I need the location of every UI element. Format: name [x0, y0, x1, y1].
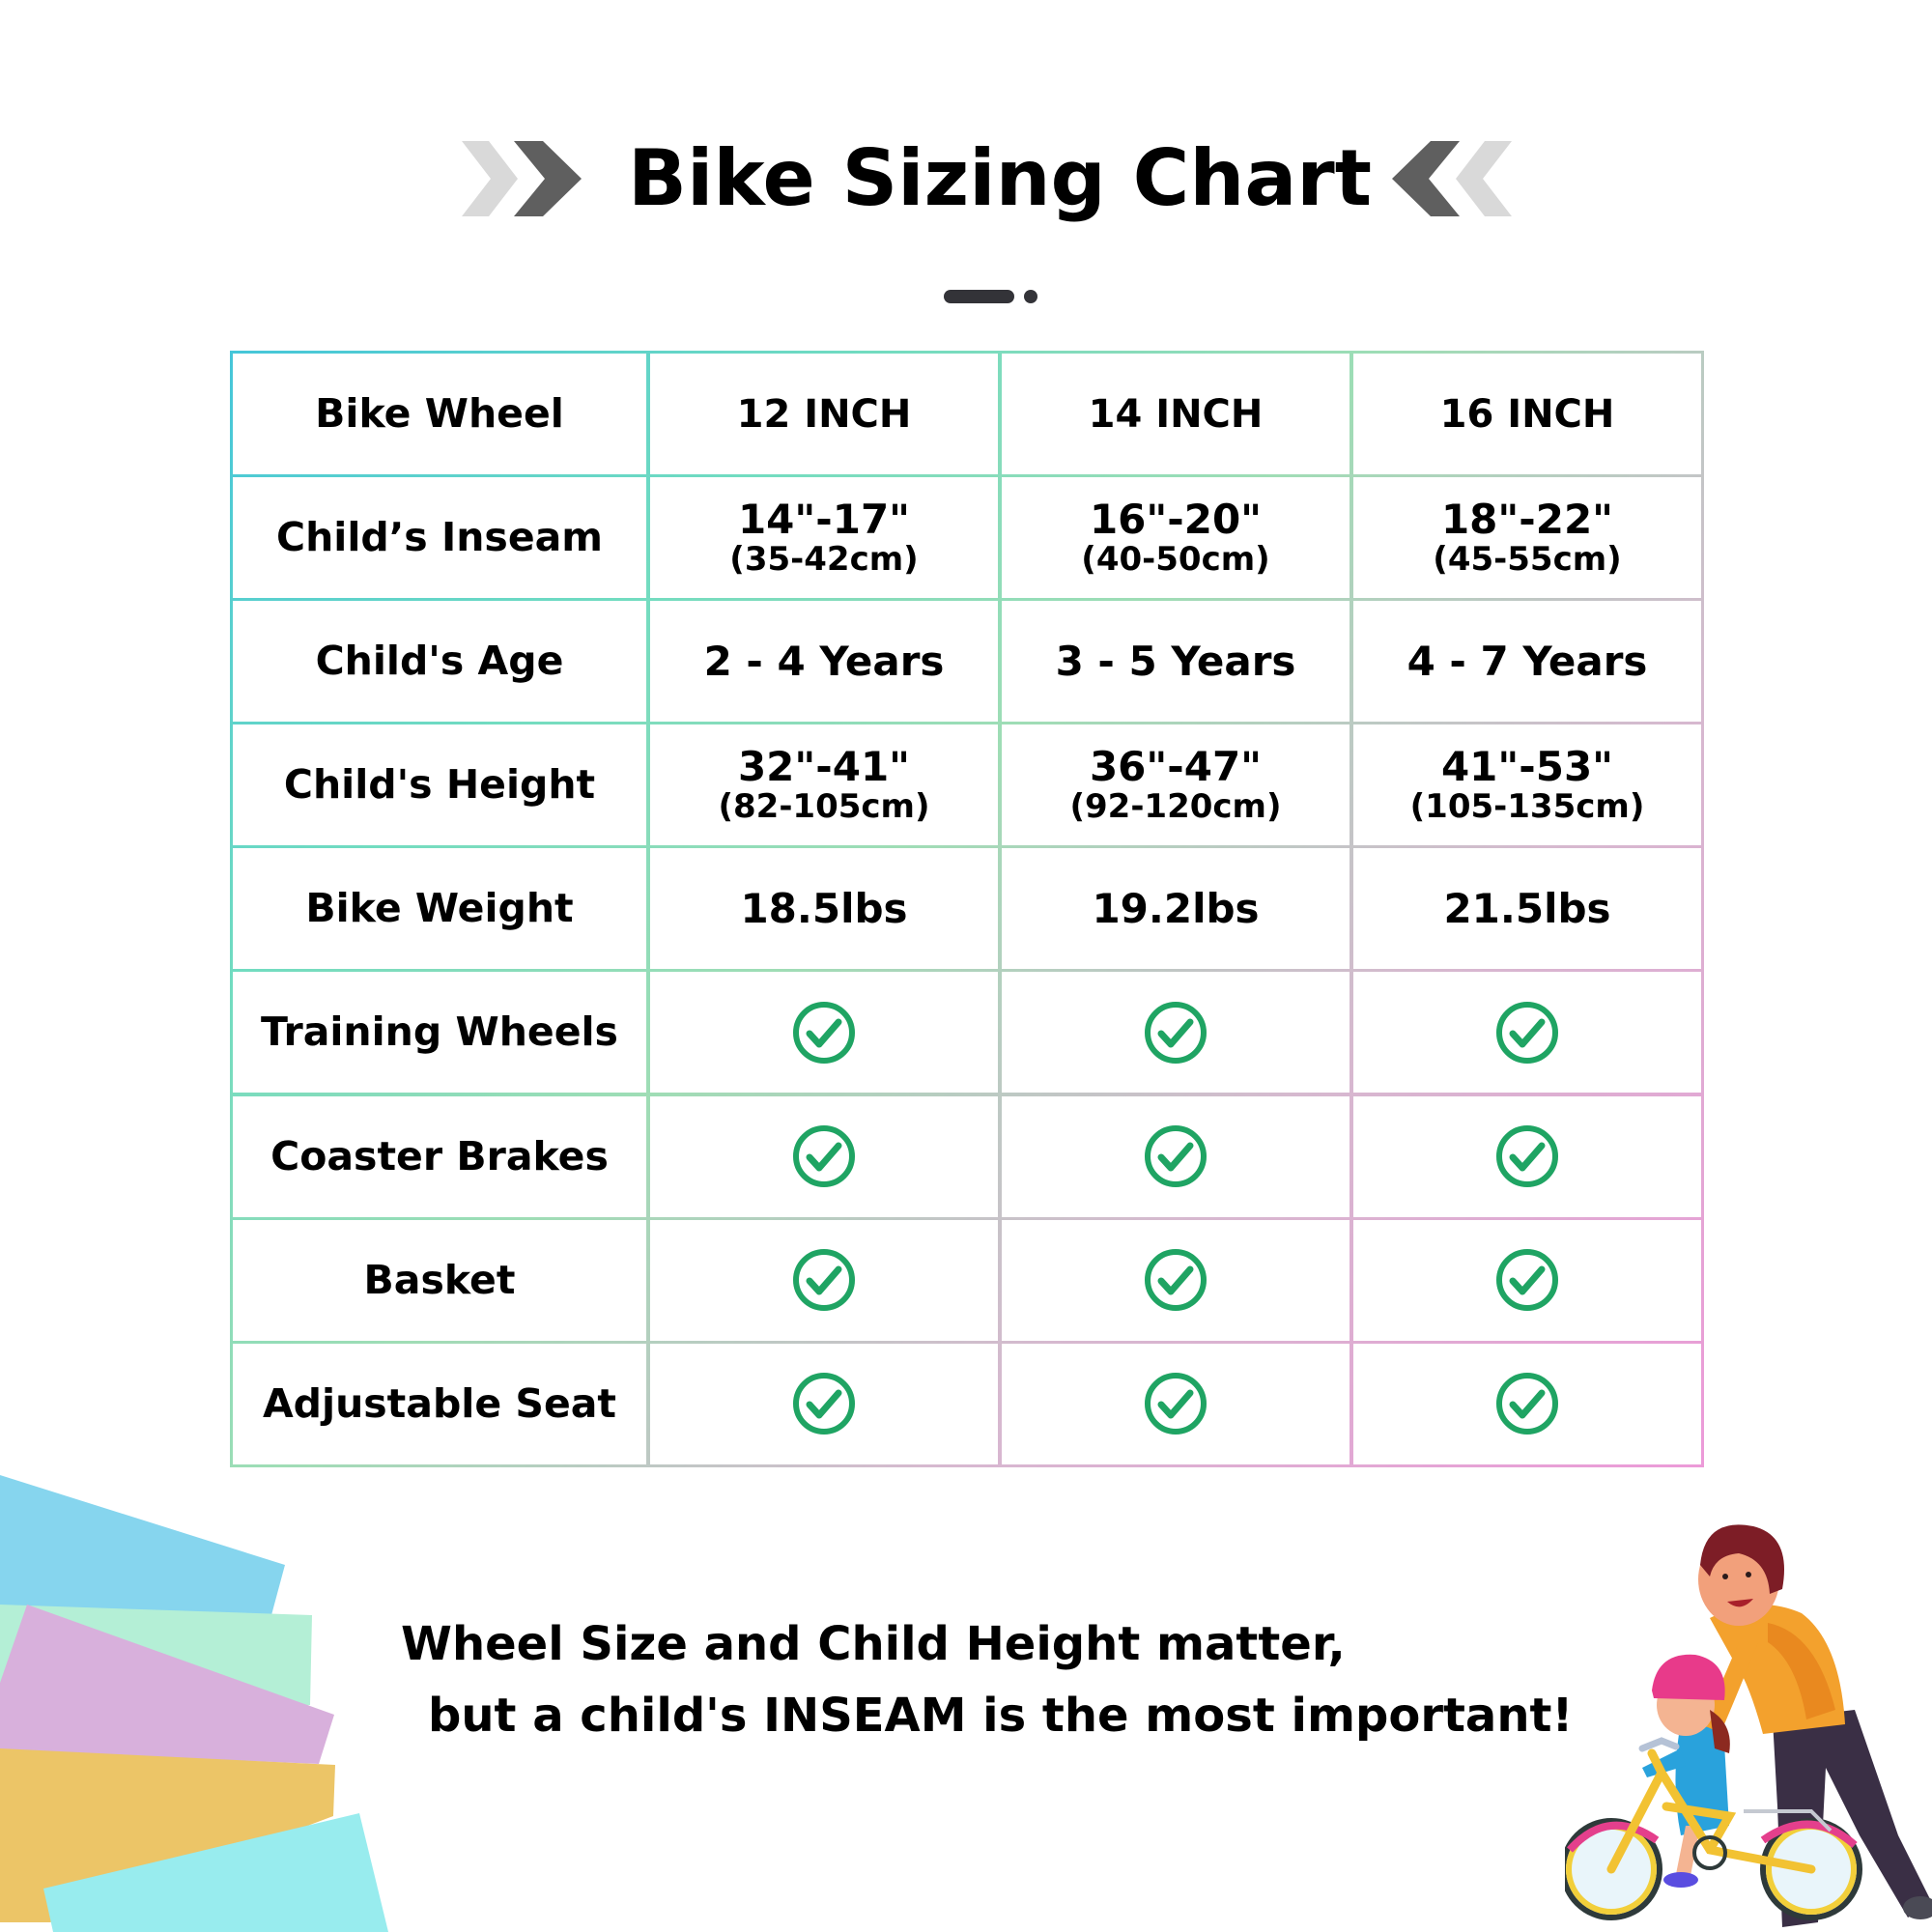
page-title: Bike Sizing Chart — [628, 133, 1372, 223]
age-12: 2 - 4 Years — [650, 601, 998, 723]
basket-16 — [1353, 1219, 1701, 1341]
check-circle-icon — [1145, 1001, 1207, 1064]
adjustable-seat-12 — [650, 1343, 998, 1464]
row-label-text: Adjustable Seat — [262, 1379, 617, 1427]
divider-dash — [944, 290, 1014, 303]
inseam-12: 14"-17" (35-42cm) — [650, 477, 998, 599]
inseam-cm: (35-42cm) — [729, 539, 919, 579]
weight-value: 18.5lbs — [740, 884, 908, 932]
height-cm: (105-135cm) — [1409, 786, 1645, 826]
column-header-text: 12 INCH — [736, 391, 912, 437]
height-inches: 32"-41" — [737, 742, 911, 790]
height-inches: 36"-47" — [1089, 742, 1263, 790]
row-label-coaster-brakes: Coaster Brakes — [233, 1095, 646, 1217]
note-line-2: but a child's INSEAM is the most importa… — [428, 1689, 1574, 1743]
training-wheels-16 — [1353, 972, 1701, 1094]
inseam-cm: (45-55cm) — [1433, 539, 1622, 579]
pastel-paper-shapes — [0, 1475, 388, 1932]
inseam-inches: 14"-17" — [737, 495, 911, 543]
check-circle-icon — [1145, 1373, 1207, 1435]
check-circle-icon — [793, 1125, 855, 1188]
inseam-inches: 18"-22" — [1440, 495, 1614, 543]
row-label-basket: Basket — [233, 1219, 646, 1341]
check-circle-icon — [1496, 1001, 1558, 1064]
check-circle-icon — [1145, 1249, 1207, 1312]
sizing-table: Bike Wheel 12 INCH 14 INCH 16 INCH Child… — [233, 354, 1701, 1464]
row-label-text: Coaster Brakes — [270, 1132, 609, 1179]
check-circle-icon — [793, 1249, 855, 1312]
weight-value: 21.5lbs — [1443, 884, 1611, 932]
inseam-16: 18"-22" (45-55cm) — [1353, 477, 1701, 599]
row-label-age: Child's Age — [233, 601, 646, 723]
row-label-weight: Bike Weight — [233, 848, 646, 970]
weight-value: 19.2lbs — [1092, 884, 1260, 932]
column-header-16-inch: 16 INCH — [1353, 354, 1701, 474]
column-header-14-inch: 14 INCH — [1002, 354, 1350, 474]
coaster-brakes-14 — [1002, 1095, 1350, 1217]
weight-12: 18.5lbs — [650, 848, 998, 970]
check-circle-icon — [793, 1001, 855, 1064]
double-chevron-left-icon — [1392, 141, 1512, 216]
row-label-text: Basket — [363, 1256, 516, 1303]
basket-12 — [650, 1219, 998, 1341]
coaster-brakes-12 — [650, 1095, 998, 1217]
row-label-height: Child's Height — [233, 724, 646, 846]
weight-14: 19.2lbs — [1002, 848, 1350, 970]
check-circle-icon — [1496, 1125, 1558, 1188]
sizing-table-border: Bike Wheel 12 INCH 14 INCH 16 INCH Child… — [230, 351, 1704, 1467]
basket-14 — [1002, 1219, 1350, 1341]
coaster-brakes-16 — [1353, 1095, 1701, 1217]
height-12: 32"-41" (82-105cm) — [650, 724, 998, 846]
column-header-12-inch: 12 INCH — [650, 354, 998, 474]
age-16: 4 - 7 Years — [1353, 601, 1701, 723]
row-label-text: Child's Height — [283, 761, 596, 809]
title-row: Bike Sizing Chart — [0, 116, 1932, 242]
row-label-text: Child's Age — [315, 638, 564, 685]
age-14: 3 - 5 Years — [1002, 601, 1350, 723]
height-14: 36"-47" (92-120cm) — [1002, 724, 1350, 846]
inseam-14: 16"-20" (40-50cm) — [1002, 477, 1350, 599]
weight-16: 21.5lbs — [1353, 848, 1701, 970]
height-cm: (82-105cm) — [718, 786, 930, 826]
column-header-text: 16 INCH — [1439, 391, 1615, 437]
row-label-text: Child’s Inseam — [275, 514, 604, 561]
inseam-importance-note: Wheel Size and Child Height matter, but … — [401, 1608, 1574, 1751]
note-line-1: Wheel Size and Child Height matter, — [401, 1617, 1346, 1671]
check-circle-icon — [1496, 1373, 1558, 1435]
inseam-cm: (40-50cm) — [1081, 539, 1270, 579]
age-value: 3 - 5 Years — [1055, 637, 1296, 685]
dash-dot-divider — [944, 290, 1040, 303]
age-value: 4 - 7 Years — [1406, 637, 1648, 685]
header-label-bike-wheel: Bike Wheel — [233, 354, 646, 474]
adjustable-seat-14 — [1002, 1343, 1350, 1464]
column-header-text: 14 INCH — [1088, 391, 1264, 437]
training-wheels-12 — [650, 972, 998, 1094]
row-label-training-wheels: Training Wheels — [233, 972, 646, 1094]
row-label-text: Bike Weight — [305, 885, 574, 932]
age-value: 2 - 4 Years — [703, 637, 945, 685]
height-cm: (92-120cm) — [1069, 786, 1282, 826]
check-circle-icon — [1496, 1249, 1558, 1312]
adjustable-seat-16 — [1353, 1343, 1701, 1464]
height-inches: 41"-53" — [1440, 742, 1614, 790]
check-circle-icon — [793, 1373, 855, 1435]
inseam-inches: 16"-20" — [1089, 495, 1263, 543]
divider-dot — [1024, 290, 1037, 303]
double-chevron-right-icon — [462, 141, 582, 216]
row-label-inseam: Child’s Inseam — [233, 477, 646, 599]
parent-child-bike-illustration — [1565, 1524, 1932, 1927]
row-label-adjustable-seat: Adjustable Seat — [233, 1343, 646, 1464]
header-label-text: Bike Wheel — [315, 389, 564, 437]
training-wheels-14 — [1002, 972, 1350, 1094]
check-circle-icon — [1145, 1125, 1207, 1188]
height-16: 41"-53" (105-135cm) — [1353, 724, 1701, 846]
row-label-text: Training Wheels — [261, 1009, 618, 1056]
